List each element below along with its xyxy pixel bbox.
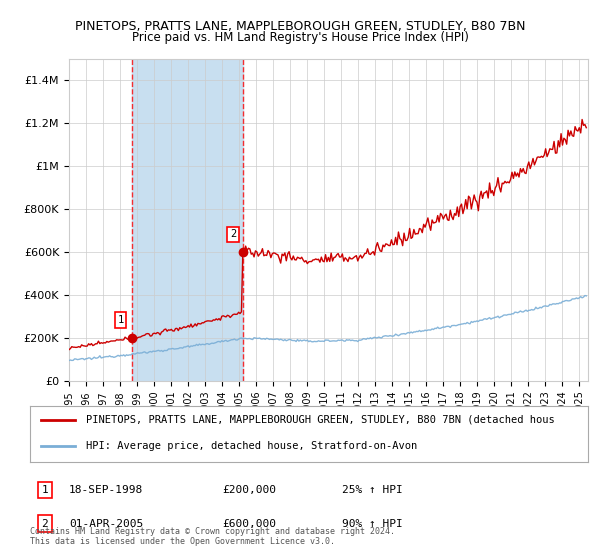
Bar bbox=[133, 59, 244, 381]
Text: 01-APR-2005: 01-APR-2005 bbox=[69, 519, 143, 529]
Text: Price paid vs. HM Land Registry's House Price Index (HPI): Price paid vs. HM Land Registry's House … bbox=[131, 31, 469, 44]
Text: 25% ↑ HPI: 25% ↑ HPI bbox=[342, 485, 403, 495]
Text: £200,000: £200,000 bbox=[222, 485, 276, 495]
Text: 1: 1 bbox=[117, 315, 124, 325]
Text: 1: 1 bbox=[41, 485, 49, 495]
Text: 2: 2 bbox=[41, 519, 49, 529]
Text: PINETOPS, PRATTS LANE, MAPPLEBOROUGH GREEN, STUDLEY, B80 7BN: PINETOPS, PRATTS LANE, MAPPLEBOROUGH GRE… bbox=[75, 20, 525, 32]
Text: Contains HM Land Registry data © Crown copyright and database right 2024.
This d: Contains HM Land Registry data © Crown c… bbox=[30, 526, 395, 546]
Text: 90% ↑ HPI: 90% ↑ HPI bbox=[342, 519, 403, 529]
Text: 2: 2 bbox=[230, 229, 236, 239]
Text: PINETOPS, PRATTS LANE, MAPPLEBOROUGH GREEN, STUDLEY, B80 7BN (detached hous: PINETOPS, PRATTS LANE, MAPPLEBOROUGH GRE… bbox=[86, 415, 554, 425]
Text: HPI: Average price, detached house, Stratford-on-Avon: HPI: Average price, detached house, Stra… bbox=[86, 441, 417, 451]
Text: 18-SEP-1998: 18-SEP-1998 bbox=[69, 485, 143, 495]
Text: £600,000: £600,000 bbox=[222, 519, 276, 529]
